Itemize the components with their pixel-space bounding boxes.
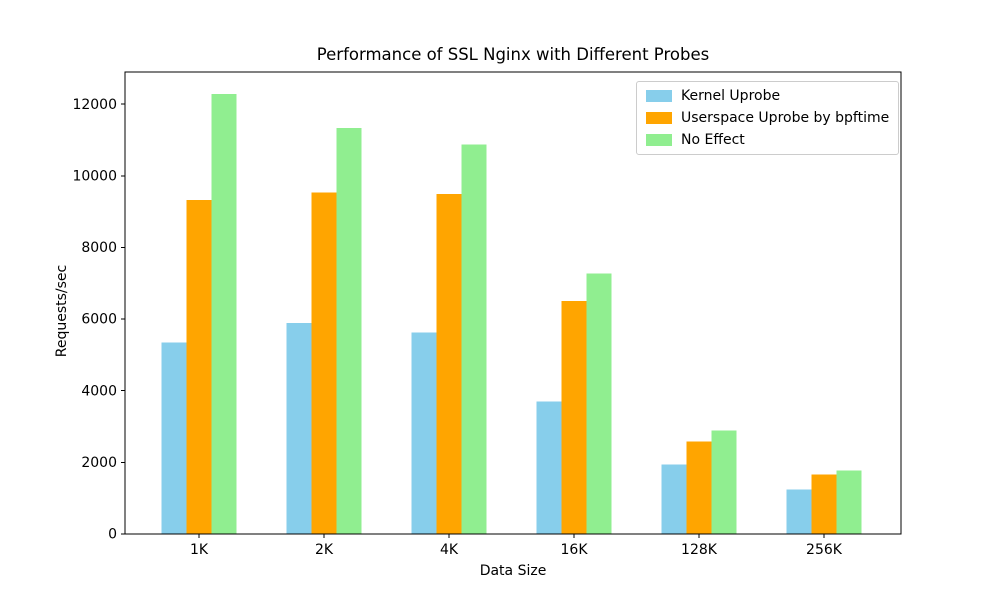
bar-userspace-uprobe-by-bpftime-2k xyxy=(311,192,337,534)
x-tick-label: 16K xyxy=(561,542,589,558)
legend-label: Userspace Uprobe by bpftime xyxy=(681,110,890,126)
bar-userspace-uprobe-by-bpftime-256k xyxy=(811,474,837,534)
bar-kernel-uprobe-16k xyxy=(536,401,562,534)
legend-label: No Effect xyxy=(681,132,745,148)
legend-item: Userspace Uprobe by bpftime xyxy=(646,110,889,126)
bar-no-effect-4k xyxy=(461,144,487,534)
axes-border xyxy=(124,71,902,535)
y-tick-label: 8000 xyxy=(81,240,117,256)
bar-userspace-uprobe-by-bpftime-128k xyxy=(686,441,712,534)
legend: Kernel Uprobe Userspace Uprobe by bpftime… xyxy=(636,81,900,155)
bar-no-effect-16k xyxy=(586,273,612,534)
y-tick-label: 12000 xyxy=(72,97,117,113)
x-tick-label: 1K xyxy=(190,542,209,558)
x-tick-label: 2K xyxy=(315,542,334,558)
bar-kernel-uprobe-4k xyxy=(411,332,437,534)
y-tick-label: 2000 xyxy=(81,455,117,471)
y-tick-label: 6000 xyxy=(81,312,117,328)
x-axis-label: Data Size xyxy=(479,563,547,579)
legend-item: Kernel Uprobe xyxy=(646,88,889,104)
bar-no-effect-1k xyxy=(211,93,237,535)
bar-no-effect-2k xyxy=(336,128,362,534)
bar-kernel-uprobe-1k xyxy=(161,342,187,534)
legend-swatch xyxy=(646,134,672,146)
x-tick-label: 256K xyxy=(806,542,843,558)
legend-item: No Effect xyxy=(646,132,889,148)
bar-no-effect-128k xyxy=(711,430,737,534)
bar-kernel-uprobe-256k xyxy=(786,489,812,534)
y-tick-label: 10000 xyxy=(72,168,117,184)
bar-userspace-uprobe-by-bpftime-1k xyxy=(186,200,212,534)
bar-userspace-uprobe-by-bpftime-4k xyxy=(436,193,462,534)
y-axis-label: Requests/sec xyxy=(54,264,70,358)
y-tick-label: 4000 xyxy=(81,383,117,399)
legend-label: Kernel Uprobe xyxy=(681,88,781,104)
bar-kernel-uprobe-128k xyxy=(661,464,687,534)
legend-swatch xyxy=(646,90,672,102)
bar-userspace-uprobe-by-bpftime-16k xyxy=(561,301,587,534)
bar-no-effect-256k xyxy=(836,470,862,534)
x-tick-label: 128K xyxy=(681,542,718,558)
y-tick-label: 0 xyxy=(108,527,117,543)
chart-title: Performance of SSL Nginx with Different … xyxy=(316,45,710,64)
bar-kernel-uprobe-2k xyxy=(286,323,312,534)
x-tick-label: 4K xyxy=(440,542,459,558)
legend-swatch xyxy=(646,112,672,124)
